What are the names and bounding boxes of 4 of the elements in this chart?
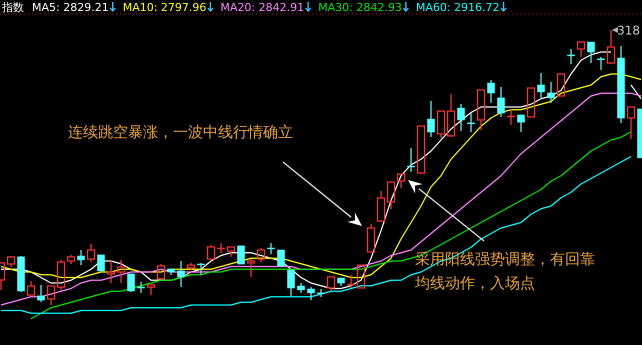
chart-title: 指数 xyxy=(1,1,24,14)
annotation: 连续跳空暴涨，一波中线行情确立 xyxy=(68,123,293,141)
legend: 指数 MA5: 2829.21 MA10: 2797.96 MA20: 2842.91 MA30: 2842.93 MA60: 2916.72 xyxy=(2,1,507,14)
annotation: 318 xyxy=(617,24,640,38)
